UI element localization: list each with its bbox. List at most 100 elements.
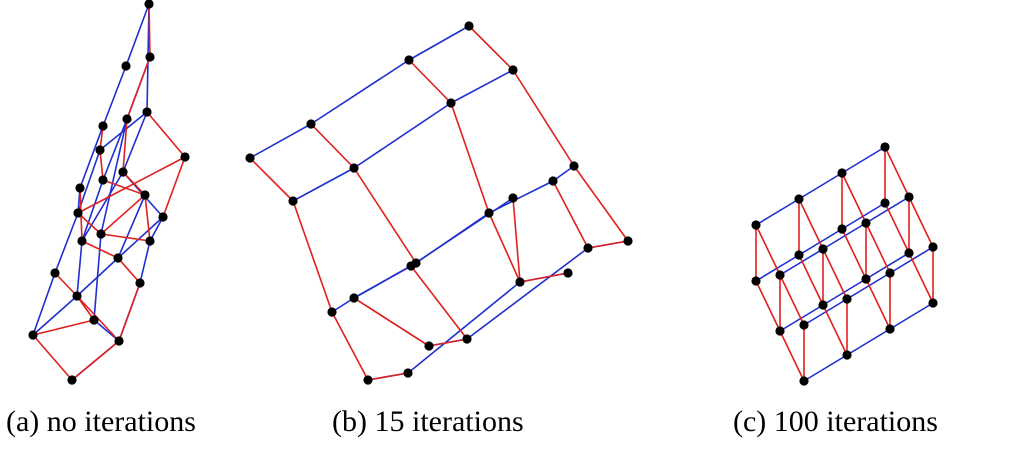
panel-c-graph	[751, 142, 938, 386]
node-a	[98, 175, 108, 185]
edge-red-c	[841, 172, 867, 224]
edge-blue-a	[32, 295, 78, 336]
edge-red-a	[100, 194, 146, 235]
node-c	[799, 320, 809, 330]
edge-blue-b	[450, 69, 514, 104]
edge-red-b	[367, 372, 409, 381]
node-b	[508, 193, 518, 203]
node-c	[861, 274, 871, 284]
edge-red-a	[81, 240, 119, 259]
caption-a: (a) no iterations	[6, 405, 196, 438]
node-b	[462, 334, 472, 344]
edge-blue-a	[117, 216, 164, 259]
edge-red-c	[884, 202, 910, 254]
node-b	[306, 119, 316, 129]
edge-red-a	[77, 212, 102, 235]
edge-blue-b	[310, 59, 410, 125]
node-b	[404, 55, 414, 65]
node-c	[837, 168, 847, 178]
edge-blue-a	[32, 272, 56, 336]
edge-blue-b	[407, 281, 521, 374]
node-a	[144, 0, 154, 9]
edge-blue-a	[139, 240, 151, 284]
edge-red-b	[488, 212, 521, 283]
node-c	[794, 250, 804, 260]
node-a	[113, 253, 123, 263]
node-b	[349, 163, 359, 173]
edge-blue-c	[889, 302, 934, 330]
edge-blue-a	[117, 194, 146, 259]
node-c	[751, 276, 761, 286]
node-a	[122, 114, 132, 124]
edge-blue-b	[410, 197, 514, 267]
node-b	[363, 375, 373, 385]
node-b	[548, 176, 558, 186]
edge-red-b	[519, 272, 569, 283]
edge-red-b	[249, 157, 294, 202]
node-a	[89, 315, 99, 325]
edge-blue-a	[99, 111, 148, 151]
edge-blue-b	[408, 25, 470, 61]
edge-red-b	[450, 102, 490, 214]
node-b	[508, 65, 518, 75]
edge-red-a	[144, 194, 151, 242]
edge-red-c	[755, 280, 781, 332]
node-a	[28, 330, 38, 340]
node-c	[928, 242, 938, 252]
panel-a-graph	[28, 0, 190, 385]
node-b	[288, 196, 298, 206]
edge-red-b	[468, 25, 514, 71]
edge-red-a	[146, 111, 186, 158]
node-b	[406, 261, 416, 271]
edge-red-a	[71, 340, 120, 381]
node-b	[563, 268, 573, 278]
edge-red-b	[331, 311, 369, 381]
node-c	[818, 244, 828, 254]
edge-blue-a	[122, 111, 148, 173]
edge-red-a	[77, 156, 186, 214]
node-b	[349, 293, 359, 303]
edge-red-b	[408, 59, 452, 104]
node-c	[885, 268, 895, 278]
node-a	[67, 375, 77, 385]
node-a	[145, 52, 155, 62]
edge-blue-c	[841, 146, 886, 174]
edge-red-b	[428, 338, 468, 347]
node-a	[118, 167, 128, 177]
edge-blue-a	[81, 179, 104, 242]
node-a	[73, 208, 83, 218]
edge-blue-a	[76, 240, 83, 297]
node-c	[842, 350, 852, 360]
edge-blue-b	[466, 247, 589, 340]
node-b	[327, 307, 337, 317]
edge-red-b	[353, 297, 430, 347]
edge-red-a	[122, 118, 128, 173]
node-b	[403, 368, 413, 378]
node-a	[95, 145, 105, 155]
node-b	[515, 277, 525, 287]
node-c	[842, 294, 852, 304]
node-a	[50, 268, 60, 278]
edge-red-c	[798, 254, 824, 306]
edge-red-b	[552, 180, 589, 249]
caption-c: (c) 100 iterations	[733, 405, 938, 438]
edge-blue-b	[353, 102, 452, 169]
edge-red-c	[755, 224, 781, 276]
node-a	[142, 107, 152, 117]
caption-b: (b) 15 iterations	[332, 405, 524, 438]
node-b	[623, 236, 633, 246]
node-c	[775, 326, 785, 336]
node-b	[569, 161, 579, 171]
edge-red-b	[512, 69, 575, 167]
node-b	[446, 98, 456, 108]
edge-red-a	[148, 3, 151, 58]
node-a	[75, 183, 85, 193]
node-a	[98, 121, 108, 131]
edge-blue-c	[846, 328, 891, 356]
node-a	[135, 278, 145, 288]
edge-red-a	[117, 257, 141, 284]
edge-blue-a	[100, 118, 128, 235]
edge-blue-a	[79, 125, 104, 189]
node-c	[904, 248, 914, 258]
edge-red-c	[865, 222, 891, 274]
